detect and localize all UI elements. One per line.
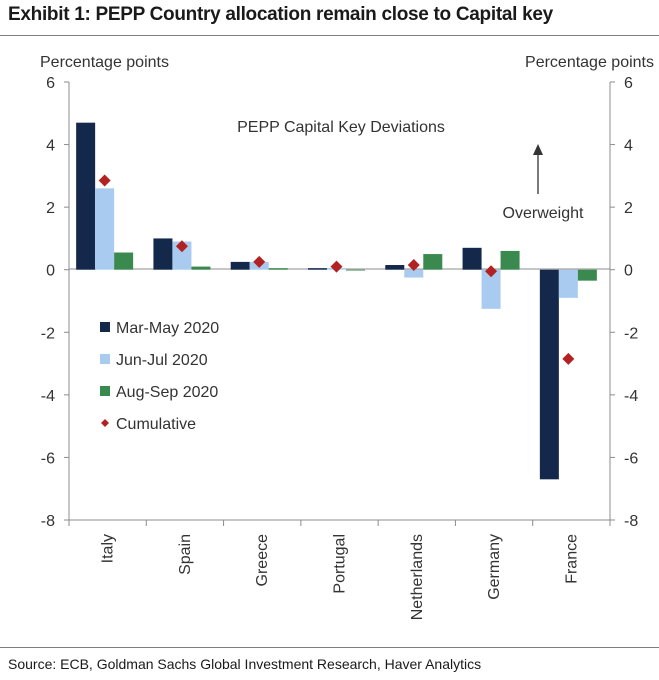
legend: Mar-May 2020 Jun-Jul 2020 Aug-Sep 2020 Cumu…: [100, 320, 219, 433]
cumulative-marker-spain: [175, 240, 188, 253]
overweight-arrow-icon: [533, 144, 543, 155]
legend-label-mar-may-2020: Mar-May 2020: [116, 320, 219, 337]
y-tick-label-right: 0: [624, 263, 633, 280]
bar-mar-may-2020-spain: [153, 238, 173, 270]
legend-label-jun-jul-2020: Jun-Jul 2020: [116, 352, 208, 369]
bar-series: [76, 122, 597, 480]
legend-swatch-mar-may-2020: [100, 322, 110, 332]
bottom-rule: [0, 647, 659, 648]
bar-aug-sep-2020-portugal: [346, 269, 365, 271]
chart-title: PEPP Capital Key Deviations: [237, 119, 445, 136]
chart: Percentage points Percentage points -8 -6…: [40, 54, 654, 620]
y-tick-label-left: 6: [46, 75, 55, 92]
legend-swatch-cumulative: [101, 419, 109, 427]
legend-label-aug-sep-2020: Aug-Sep 2020: [116, 384, 218, 401]
x-category-ticks: [68, 520, 611, 526]
bar-aug-sep-2020-greece: [268, 268, 288, 270]
bar-mar-may-2020-portugal: [308, 268, 327, 270]
bar-aug-sep-2020-italy: [114, 252, 134, 270]
cumulative-markers: [98, 174, 575, 365]
source-note: Source: ECB, Goldman Sachs Global Invest…: [8, 656, 482, 672]
category-label-greece: Greece: [254, 534, 271, 587]
y-tick-label-left: 0: [46, 263, 55, 280]
right-y-ticks: -8 -6 -4 -2 0 2 4 6: [610, 75, 638, 530]
right-axis-unit-label: Percentage points: [525, 54, 654, 71]
y-tick-label-left: 4: [46, 138, 55, 155]
bar-jun-jul-2020-france: [558, 269, 578, 298]
left-axis-unit-label: Percentage points: [40, 54, 169, 71]
category-label-germany: Germany: [486, 534, 503, 600]
top-rule: [0, 35, 659, 36]
bar-jun-jul-2020-spain: [172, 241, 192, 270]
overweight-annotation: Overweight: [503, 205, 584, 222]
y-tick-label-left: -6: [41, 450, 55, 467]
y-tick-label-right: -8: [624, 513, 638, 530]
cumulative-marker-france: [562, 352, 575, 365]
category-label-portugal: Portugal: [332, 534, 349, 594]
category-label-netherlands: Netherlands: [409, 534, 426, 620]
bar-aug-sep-2020-germany: [500, 250, 520, 270]
y-tick-label-left: -4: [41, 388, 55, 405]
bar-aug-sep-2020-france: [577, 269, 597, 281]
bar-mar-may-2020-greece: [230, 261, 250, 270]
left-y-ticks: -8 -6 -4 -2 0 2 4 6: [41, 75, 69, 530]
bar-jun-jul-2020-italy: [95, 188, 115, 270]
cumulative-marker-greece: [253, 255, 266, 268]
y-tick-label-right: 6: [624, 75, 633, 92]
category-label-italy: Italy: [100, 534, 117, 563]
cumulative-marker-netherlands: [407, 259, 420, 272]
y-tick-label-right: -2: [624, 325, 638, 342]
bar-jun-jul-2020-germany: [481, 269, 501, 309]
category-label-france: France: [563, 534, 580, 584]
exhibit-title: Exhibit 1: PEPP Country allocation remai…: [8, 4, 553, 25]
y-tick-label-right: -6: [624, 450, 638, 467]
bar-mar-may-2020-netherlands: [385, 265, 405, 270]
cumulative-marker-portugal: [330, 260, 343, 273]
y-tick-label-right: 4: [624, 138, 633, 155]
cumulative-marker-italy: [98, 174, 111, 187]
y-tick-label-right: 2: [624, 200, 633, 217]
bar-jun-jul-2020-netherlands: [404, 269, 424, 278]
bar-aug-sep-2020-netherlands: [423, 254, 443, 270]
y-tick-label-left: -2: [41, 325, 55, 342]
cumulative-marker-germany: [485, 265, 498, 278]
y-tick-label-left: -8: [41, 513, 55, 530]
bar-aug-sep-2020-spain: [191, 266, 211, 270]
y-tick-label-left: 2: [46, 200, 55, 217]
category-label-spain: Spain: [177, 534, 194, 575]
y-tick-label-right: -4: [624, 388, 638, 405]
category-labels: Italy Spain Greece Portugal Netherlands Germa…: [100, 534, 581, 620]
legend-swatch-jun-jul-2020: [100, 354, 110, 364]
legend-label-cumulative: Cumulative: [116, 416, 196, 433]
bar-mar-may-2020-germany: [462, 247, 482, 270]
legend-swatch-aug-sep-2020: [100, 386, 110, 396]
bar-mar-may-2020-france: [539, 269, 559, 480]
bar-mar-may-2020-italy: [76, 122, 96, 270]
